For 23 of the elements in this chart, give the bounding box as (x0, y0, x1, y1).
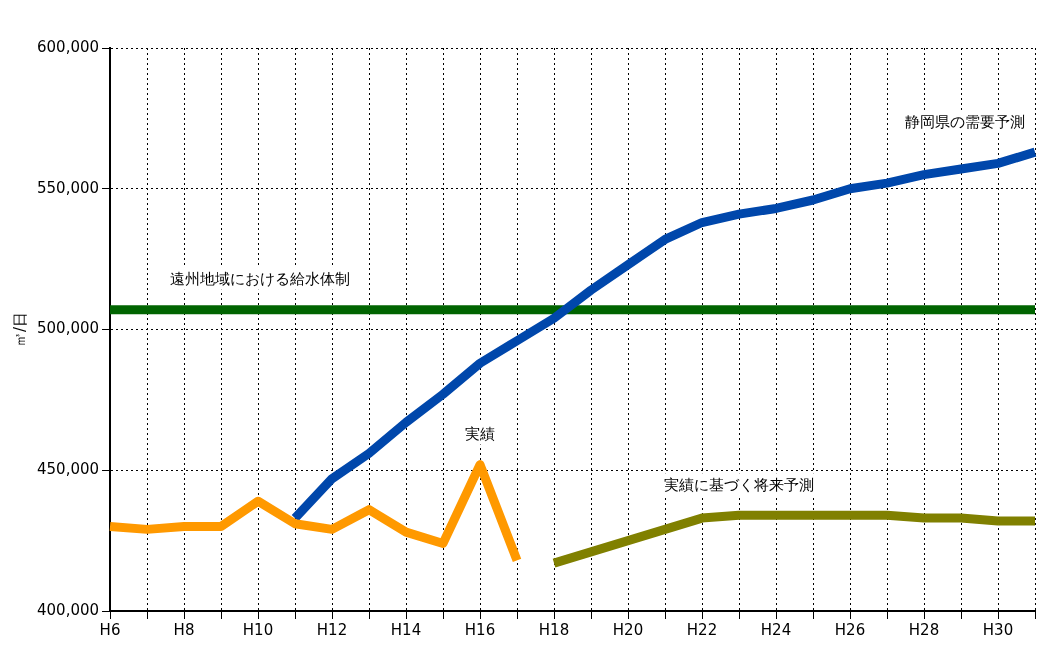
series-label: 実績に基づく将来予測 (664, 475, 815, 494)
y-tick-label: 500,000 (37, 319, 100, 338)
y-tick-label: 450,000 (37, 460, 100, 479)
x-tick-label: H24 (760, 620, 792, 639)
y-axis-title: ㎥/日 (10, 311, 29, 348)
x-tick-label: H30 (982, 620, 1014, 639)
y-tick-label: 400,000 (37, 600, 100, 619)
series-label: 遠州地域における給水体制 (170, 270, 351, 289)
x-tick-label: H16 (464, 620, 496, 639)
x-tick-label: H22 (686, 620, 718, 639)
x-tick-label: H8 (173, 620, 195, 639)
x-tick-label: H14 (390, 620, 422, 639)
x-tick-label: H20 (612, 620, 644, 639)
x-tick-label: H12 (316, 620, 348, 639)
series-label: 実績 (465, 425, 496, 444)
x-tick-label: H6 (99, 620, 121, 639)
x-tick-label: H28 (908, 620, 940, 639)
x-tick-label: H18 (538, 620, 570, 639)
x-tick-label: H26 (834, 620, 866, 639)
y-tick-label: 550,000 (37, 178, 100, 197)
series-label: 静岡県の需要予測 (905, 112, 1025, 131)
y-tick-label: 600,000 (37, 37, 100, 56)
x-tick-label: H10 (242, 620, 274, 639)
